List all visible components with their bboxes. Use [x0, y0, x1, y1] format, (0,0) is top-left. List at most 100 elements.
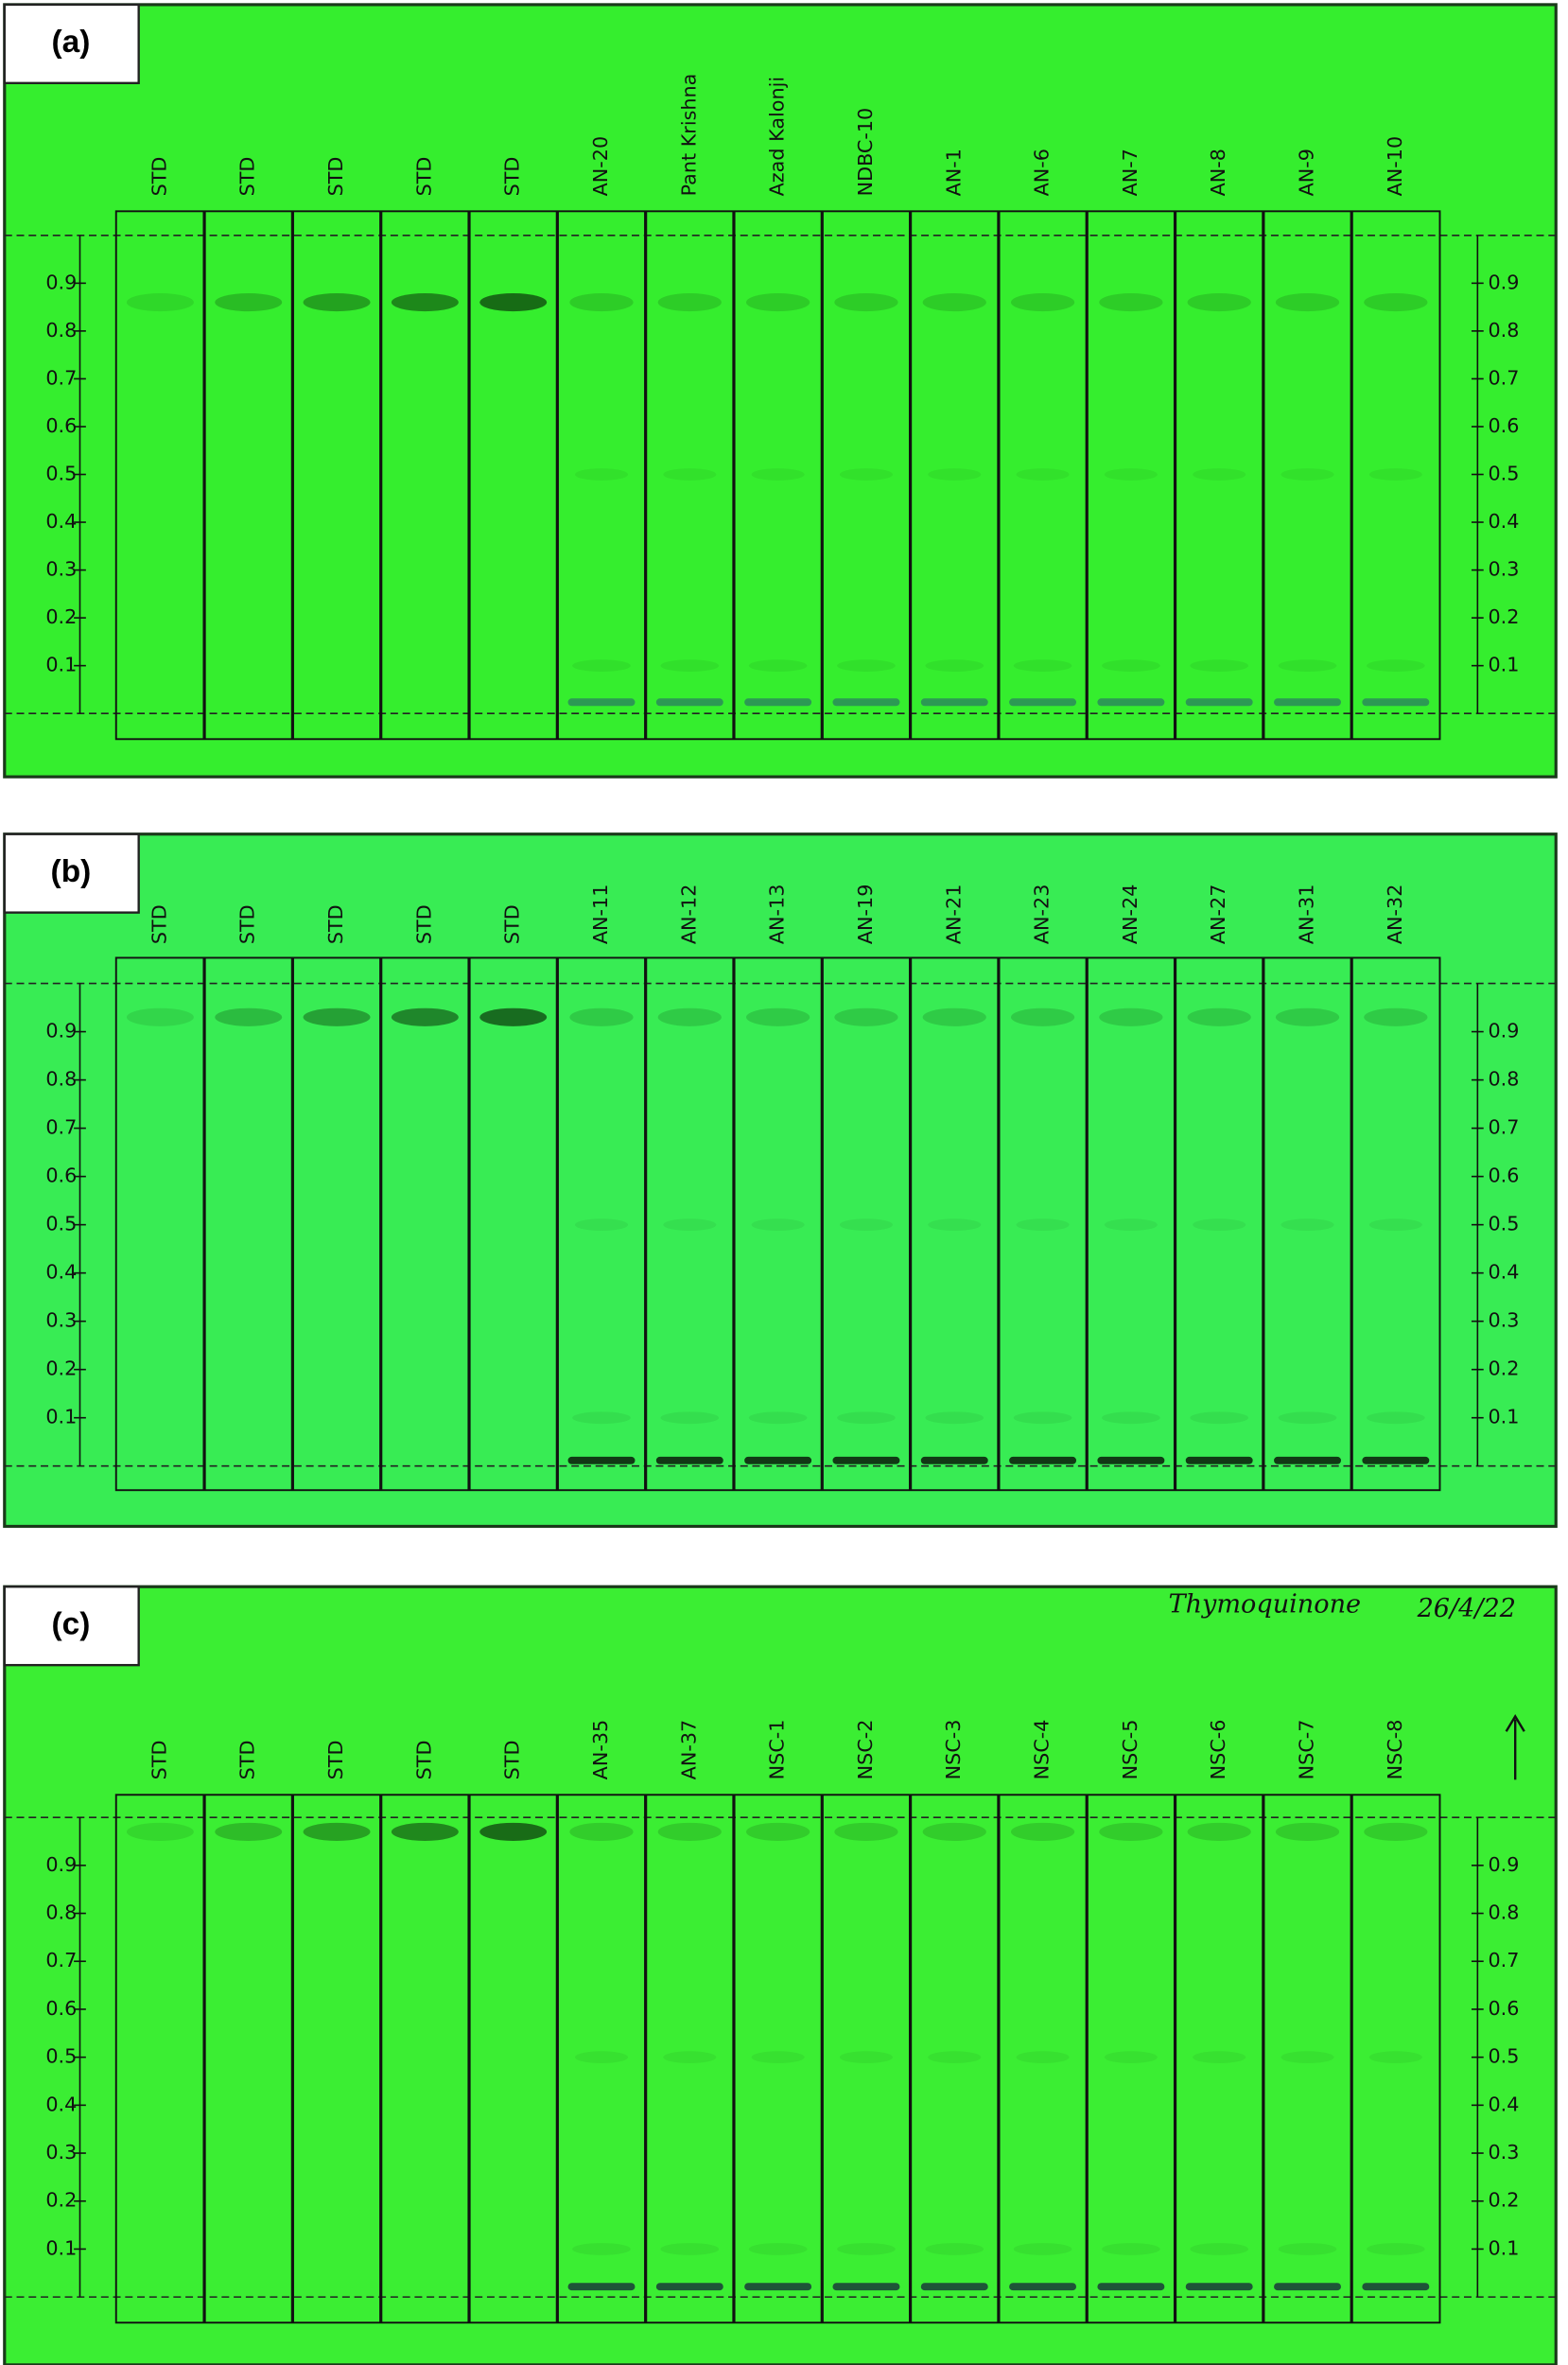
- spot: [663, 1218, 717, 1232]
- lane-label: STD: [148, 904, 170, 944]
- spot: [748, 659, 808, 673]
- spot: [834, 1822, 898, 1841]
- spot: [1278, 2243, 1337, 2255]
- lane-label: AN-23: [1031, 885, 1054, 945]
- spot: [1016, 2051, 1070, 2064]
- spot: [574, 1218, 628, 1232]
- lane-label: AN-10: [1384, 136, 1406, 197]
- rf-label: 0.5: [1489, 2045, 1520, 2068]
- spot: [832, 1456, 900, 1464]
- rf-label: 0.3: [45, 1309, 77, 1332]
- panel-label-box: [3, 3, 140, 85]
- spot: [572, 2243, 631, 2255]
- spot: [839, 2051, 893, 2064]
- lane-label: STD: [324, 1741, 347, 1780]
- spot: [1362, 698, 1430, 707]
- spot: [567, 2283, 636, 2291]
- rf-label: 0.8: [45, 1901, 77, 1924]
- lane-label: AN-21: [942, 885, 965, 945]
- rf-label: 0.6: [45, 1165, 77, 1187]
- lane-label: AN-37: [677, 1720, 700, 1780]
- spot: [1104, 1218, 1158, 1232]
- rf-label: 0.6: [1489, 1165, 1520, 1187]
- spot: [1102, 2243, 1160, 2255]
- lane-box: [114, 1794, 1441, 2324]
- lane-label: STD: [412, 1741, 435, 1780]
- spot: [126, 293, 194, 312]
- spot: [925, 659, 984, 673]
- spot: [1187, 1822, 1251, 1841]
- spot: [1367, 659, 1425, 673]
- spot: [1013, 659, 1072, 673]
- lane-label: STD: [236, 1741, 259, 1780]
- rf-label: 0.2: [1489, 1358, 1520, 1380]
- rf-label: 0.5: [45, 463, 77, 485]
- lane-label: AN-1: [942, 149, 965, 196]
- rf-label: 0.3: [1489, 2141, 1520, 2164]
- lane-label: STD: [324, 904, 347, 944]
- rf-label: 0.5: [1489, 1213, 1520, 1235]
- rf-label: 0.8: [45, 319, 77, 342]
- spot: [1016, 1218, 1070, 1232]
- rf-label: 0.3: [1489, 1309, 1520, 1332]
- rf-label: 0.2: [45, 2189, 77, 2212]
- spot: [1193, 1218, 1246, 1232]
- spot: [1364, 1007, 1428, 1026]
- rf-label: 0.9: [1489, 271, 1520, 293]
- spot: [1097, 1456, 1165, 1464]
- lane-label: STD: [148, 157, 170, 197]
- rf-label: 0.4: [45, 2093, 77, 2115]
- spot: [655, 698, 723, 707]
- spot: [391, 1007, 459, 1026]
- panel-label-box: [3, 1585, 140, 1667]
- rf-label: 0.6: [45, 414, 77, 437]
- spot: [1274, 698, 1341, 707]
- spot: [1102, 1411, 1160, 1425]
- lane-label: AN-31: [1296, 885, 1318, 945]
- lane-label: AN-8: [1207, 149, 1229, 196]
- handwritten-date: 26/4/22: [1417, 1594, 1516, 1623]
- spot: [748, 1411, 808, 1425]
- spot: [1367, 1411, 1425, 1425]
- lane-label: NSC-5: [1119, 1720, 1141, 1780]
- spot: [1275, 1007, 1340, 1026]
- lane-label: AN-27: [1207, 885, 1229, 945]
- spot: [657, 1007, 722, 1026]
- spot: [1362, 2283, 1430, 2291]
- lane-label: STD: [412, 904, 435, 944]
- spot: [1097, 2283, 1165, 2291]
- spot: [479, 1822, 548, 1841]
- spot: [215, 293, 283, 312]
- lane-label: Pant Krishna: [677, 74, 700, 197]
- lane-label: NDBC-10: [854, 108, 877, 197]
- spot: [1102, 659, 1160, 673]
- lane-label: NSC-8: [1384, 1720, 1406, 1780]
- spot: [1362, 1456, 1430, 1464]
- rf-label: 0.1: [45, 1406, 77, 1428]
- spot: [1016, 468, 1070, 481]
- spot: [215, 1007, 283, 1026]
- spot: [660, 2243, 720, 2255]
- rf-label: 0.1: [45, 2236, 77, 2259]
- spot: [1190, 1411, 1248, 1425]
- lane-label: AN-9: [1296, 149, 1318, 196]
- spot: [1368, 2051, 1422, 2064]
- panel-label-box: [3, 832, 140, 914]
- spot: [574, 468, 628, 481]
- spot: [567, 1456, 636, 1464]
- spot: [1010, 293, 1075, 312]
- rf-label: 0.7: [1489, 1116, 1520, 1139]
- spot: [928, 2051, 982, 2064]
- spot: [569, 293, 634, 312]
- spot: [1099, 1822, 1163, 1841]
- lane-label: STD: [501, 157, 524, 197]
- rf-label: 0.9: [45, 1853, 77, 1876]
- panel-label: (a): [51, 25, 90, 60]
- spot: [126, 1007, 194, 1026]
- spot: [751, 468, 805, 481]
- rf-label: 0.8: [45, 1068, 77, 1091]
- spot: [1187, 293, 1251, 312]
- rf-label: 0.3: [45, 2141, 77, 2164]
- spot: [1274, 2283, 1341, 2291]
